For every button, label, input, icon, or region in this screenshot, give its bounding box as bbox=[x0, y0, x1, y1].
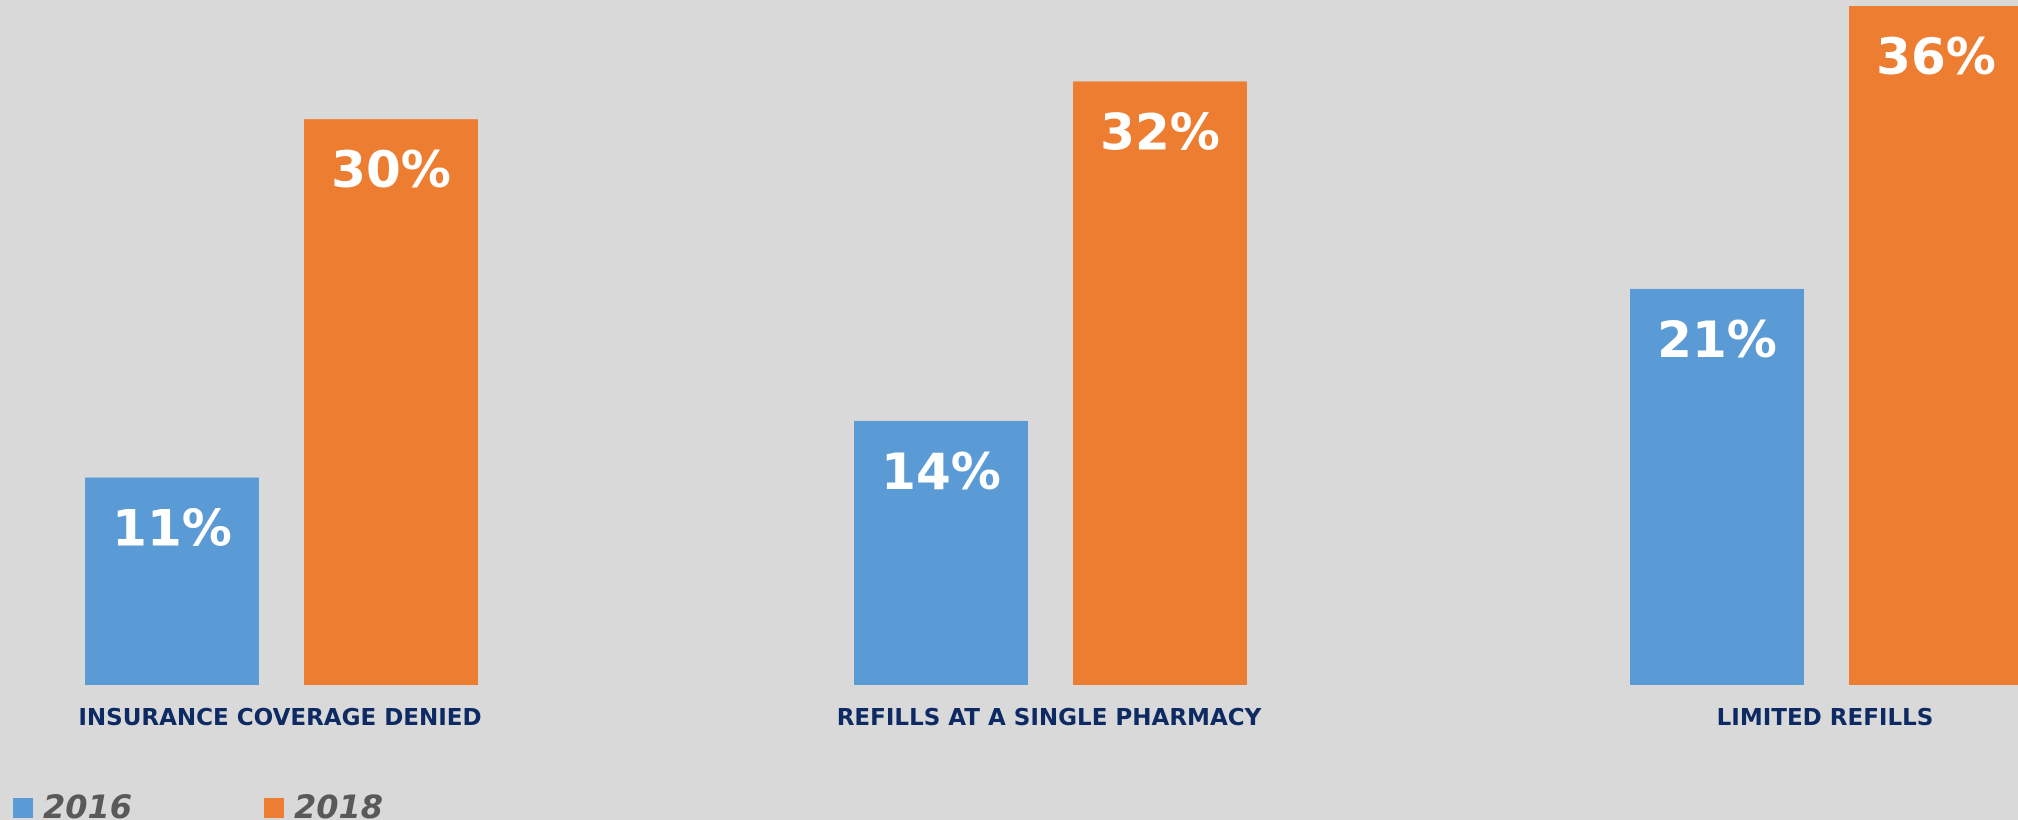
bar-2018-1 bbox=[1073, 81, 1247, 685]
category-label-0: INSURANCE COVERAGE DENIED bbox=[78, 705, 481, 731]
category-labels-layer: INSURANCE COVERAGE DENIED REFILLS AT A SI… bbox=[78, 705, 1933, 731]
bars-layer bbox=[85, 6, 2018, 685]
data-label-2018-2: 36% bbox=[1876, 28, 1996, 86]
bar-2018-2 bbox=[1849, 6, 2018, 685]
legend-swatch-2016 bbox=[13, 798, 33, 818]
bar-labels-layer: 11% 14% 21% 30% 32% 36% bbox=[112, 28, 1996, 558]
data-label-2016-2: 21% bbox=[1657, 311, 1777, 369]
data-label-2018-1: 32% bbox=[1100, 103, 1220, 161]
legend-label-2018: 2018 bbox=[294, 788, 383, 820]
data-label-2016-1: 14% bbox=[881, 443, 1001, 501]
bar-2018-0 bbox=[304, 119, 478, 685]
data-label-2018-0: 30% bbox=[331, 141, 451, 199]
bar-2016-0 bbox=[85, 477, 259, 685]
bar-2016-1 bbox=[854, 420, 1028, 685]
category-label-2: LIMITED REFILLS bbox=[1717, 705, 1934, 731]
legend-swatch-2018 bbox=[264, 798, 284, 818]
legend-label-2016: 2016 bbox=[43, 788, 132, 820]
bar-2016-2 bbox=[1630, 288, 1804, 685]
data-label-2016-0: 11% bbox=[112, 500, 232, 558]
legend: 2016 2018 bbox=[13, 788, 383, 820]
category-label-1: REFILLS AT A SINGLE PHARMACY bbox=[837, 705, 1262, 731]
